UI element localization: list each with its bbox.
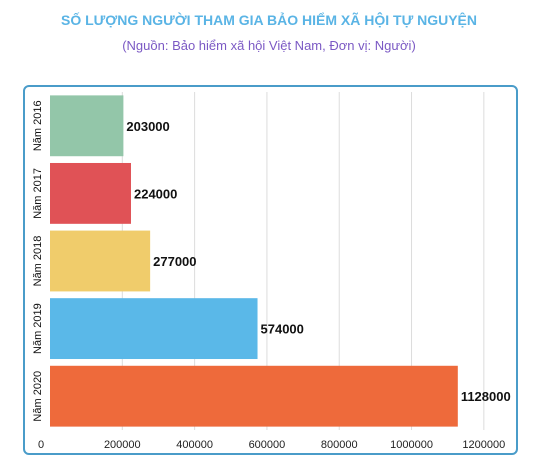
category-label: Năm 2018 <box>32 236 44 287</box>
category-label: Năm 2017 <box>32 168 44 219</box>
category-label: Năm 2020 <box>32 371 44 422</box>
x-tick-label: 0 <box>38 439 44 451</box>
category-label: Năm 2016 <box>32 100 44 151</box>
chart-frame <box>23 85 518 455</box>
bar <box>50 95 124 157</box>
x-tick-label: 200000 <box>104 439 141 451</box>
x-tick-label: 800000 <box>321 439 358 451</box>
data-label: 224000 <box>134 186 177 201</box>
data-label: 277000 <box>153 254 196 269</box>
x-tick-label: 600000 <box>249 439 286 451</box>
chart-subtitle: (Nguồn: Bảo hiểm xã hội Việt Nam, Đơn vị… <box>122 38 416 53</box>
category-label: Năm 2019 <box>32 303 44 354</box>
data-label: 1128000 <box>461 389 511 404</box>
data-label: 574000 <box>261 322 304 337</box>
bar <box>50 230 151 292</box>
chart-title: SỐ LƯỢNG NGƯỜI THAM GIA BẢO HIỂM XÃ HỘI … <box>61 12 477 28</box>
x-tick-label: 1000000 <box>390 439 433 451</box>
bar <box>50 162 131 224</box>
bar <box>50 365 458 427</box>
bar <box>50 298 258 360</box>
x-tick-label: 1200000 <box>462 439 505 451</box>
data-label: 203000 <box>126 119 169 134</box>
x-tick-label: 400000 <box>176 439 213 451</box>
